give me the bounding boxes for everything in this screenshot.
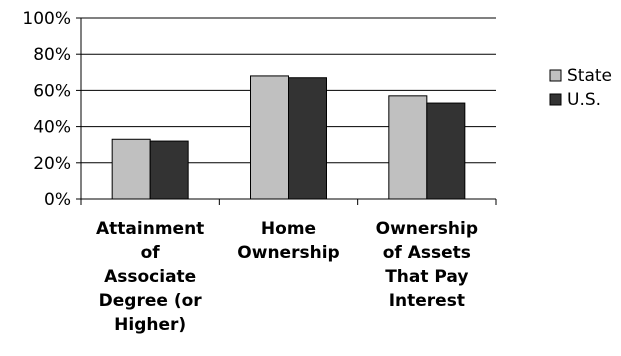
y-tick-label: 80% [33,45,71,65]
legend-swatch-state [549,69,562,82]
category-label-1: Home Ownership [237,219,339,263]
bar-us-1 [288,77,327,200]
bar-state-0 [111,138,151,200]
y-tick-label: 100% [22,9,71,29]
axes [76,17,497,205]
bar-us-2 [426,102,466,200]
y-tick-label: 40% [33,118,71,138]
y-tick-labels: 0% 20% 40% 60% 80% 100% [22,9,71,210]
legend-label-state: State [567,66,612,86]
bar-state-1 [250,75,289,200]
y-tick-label: 20% [33,154,71,174]
y-tick-label: 0% [44,190,71,210]
bars [111,75,466,200]
bar-us-0 [149,140,189,200]
category-label-2: Ownership of Assets That Pay Interest [376,219,478,311]
category-labels: Attainment of Associate Degree (or Higher) Ho… [96,219,478,335]
category-label-0: Attainment of Associate Degree (or Higher) [96,219,204,335]
legend: State U.S. [549,66,612,110]
legend-swatch-us [549,93,562,106]
legend-label-us: U.S. [567,90,601,110]
bar-state-2 [388,95,428,200]
y-tick-label: 60% [33,81,71,101]
